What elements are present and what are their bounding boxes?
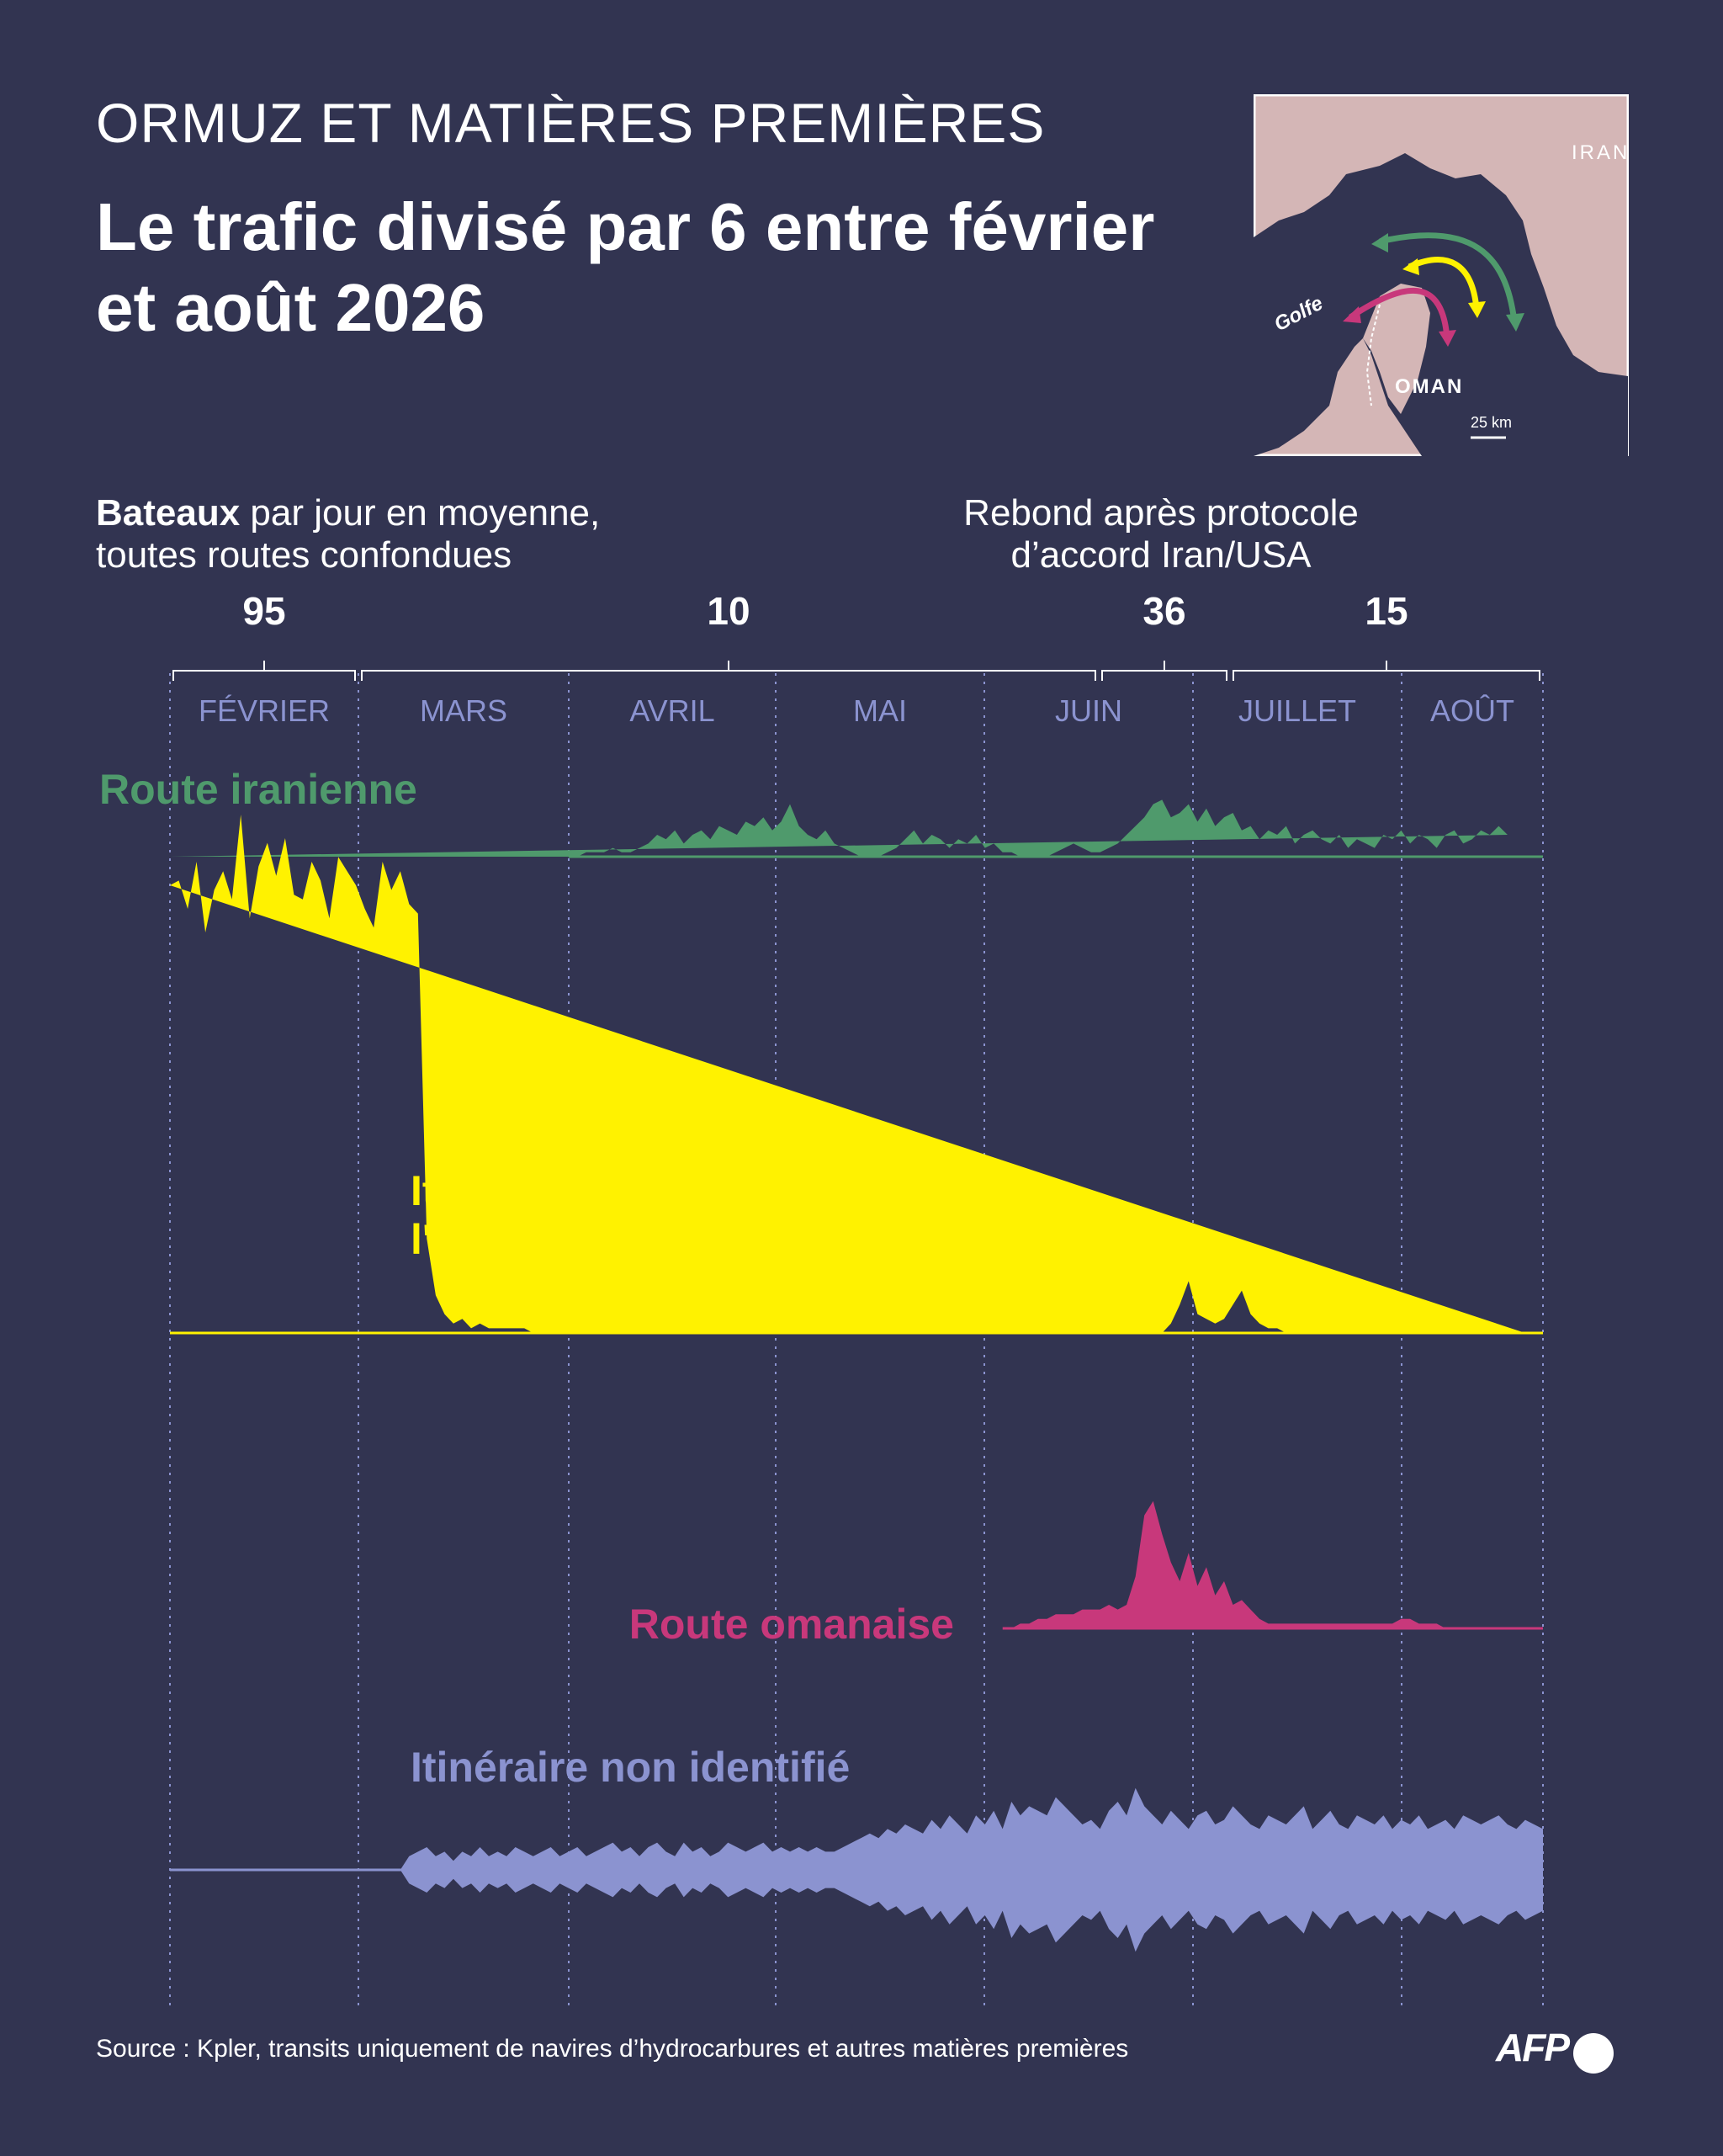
period-bracket [1101, 670, 1227, 681]
period-bracket [361, 670, 1096, 681]
axis-label-rest1: par jour en moyenne, [250, 492, 601, 534]
series-waveform [170, 1787, 1543, 1952]
arrow-yellow-icon [1408, 257, 1480, 310]
series-label: Route omanaise [629, 1601, 954, 1648]
series-waveform [170, 1500, 1525, 1628]
arrowhead-icon [1439, 330, 1456, 347]
axis-label-rest2: toutes routes confondues [96, 534, 512, 576]
month-label: MARS [420, 693, 507, 728]
location-map: IRAN OMAN Golfe 25 km [1254, 94, 1629, 456]
logo-text: AFP [1496, 2026, 1570, 2069]
map-label-oman: OMAN [1395, 375, 1463, 398]
logo-dot-icon [1573, 2032, 1614, 2074]
arrowhead-icon [1506, 313, 1524, 332]
period-brackets: 95 10 36 15 [172, 589, 1540, 681]
oman-peninsula [1363, 284, 1430, 414]
axis-label-bold: Bateaux [96, 492, 241, 534]
waveforms [170, 799, 1543, 1952]
period-average-label: 36 [1142, 589, 1185, 633]
map-scale-label: 25 km [1471, 414, 1512, 431]
month-label: MAI [853, 693, 907, 728]
series-label: l'Organisation maritime internationale [411, 1216, 1166, 1263]
series-label: Route iranienne [99, 766, 417, 813]
series-label: Itinéraire non identifié [411, 1744, 850, 1791]
arrow-green-icon [1379, 232, 1518, 322]
month-label: JUIN [1055, 693, 1122, 728]
period-average-label: 15 [1365, 589, 1408, 633]
source-note: Source : Kpler, transits uniquement de n… [96, 2035, 1129, 2063]
border-line [1365, 304, 1381, 406]
month-label: AOÛT [1430, 693, 1514, 728]
annotation: Rebond après protocole d’accord Iran/USA [925, 492, 1397, 576]
month-label: AVRIL [629, 693, 714, 728]
arrowhead-icon [1371, 233, 1388, 252]
series-labels: Route iranienne Itinéraire approuvé parl'… [99, 766, 1166, 1791]
month-label: FÉVRIER [199, 693, 330, 728]
arrowhead-icon [1402, 258, 1419, 275]
period-bracket [1233, 670, 1540, 681]
series-waveform [170, 815, 1525, 1333]
month-labels: FÉVRIER MARS AVRIL MAI JUIN JUILLET AOÛT [199, 693, 1514, 728]
arrowhead-icon [1343, 306, 1361, 323]
map-label-iran: IRAN [1572, 141, 1629, 164]
series-label: Itinéraire approuvé par [411, 1167, 867, 1214]
annotation-line1: Rebond après protocole [963, 492, 1359, 534]
afp-logo: AFP [1496, 2025, 1614, 2074]
page-title: Le trafic divisé par 6 entre février et … [96, 189, 1155, 345]
period-average-label: 95 [242, 589, 285, 633]
month-label: JUILLET [1238, 693, 1356, 728]
series-waveform [170, 799, 1508, 857]
period-bracket [172, 670, 356, 681]
month-gridlines [169, 673, 1544, 2007]
arrowhead-icon [1468, 301, 1486, 318]
period-average-label: 10 [707, 589, 750, 633]
arrow-pink-icon [1349, 287, 1450, 339]
axis-label: Bateaux par jour en moyenne, toutes rout… [96, 492, 600, 576]
annotation-line2: d’accord Iran/USA [1010, 534, 1312, 576]
kicker: ORMUZ ET MATIÈRES PREMIÈRES [96, 92, 1046, 154]
